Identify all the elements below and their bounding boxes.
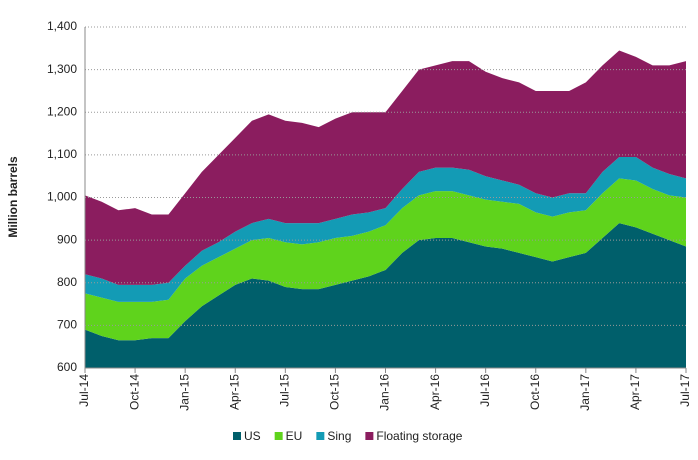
legend-label: Floating storage xyxy=(376,429,462,443)
y-tick-label: 600 xyxy=(57,360,77,374)
x-tick-label: Jul-15 xyxy=(278,374,292,407)
x-tick-label: Jan-17 xyxy=(578,374,592,411)
y-tick-label: 1,200 xyxy=(47,104,77,118)
x-tick-label: Apr-17 xyxy=(628,374,642,410)
y-tick-label: 800 xyxy=(57,275,77,289)
x-tick-label: Jan-15 xyxy=(177,374,191,411)
x-tick-label: Jul-14 xyxy=(77,374,91,407)
legend-label: Sing xyxy=(327,429,351,443)
legend-marker xyxy=(274,432,283,440)
legend-marker xyxy=(365,432,374,440)
legend-marker xyxy=(233,432,241,440)
area xyxy=(85,50,686,285)
x-tick-label: Oct-14 xyxy=(127,374,141,410)
x-tick-label: Apr-15 xyxy=(227,374,241,410)
area xyxy=(85,178,686,341)
y-tick-label: 1,000 xyxy=(47,190,77,204)
legend-label: US xyxy=(244,429,261,443)
y-axis-title: Million barrels xyxy=(6,156,20,238)
y-tick-label: 1,300 xyxy=(47,62,77,76)
y-tick-label: 1,400 xyxy=(47,19,77,33)
y-tick-label: 1,100 xyxy=(47,147,77,161)
legend-marker xyxy=(316,432,325,440)
y-tick-label: 700 xyxy=(57,318,77,332)
legend-label: EU xyxy=(286,429,303,443)
x-tick-label: Jul-17 xyxy=(678,374,692,407)
y-tick-label: 900 xyxy=(57,232,77,246)
x-tick-label: Oct-16 xyxy=(528,374,542,410)
x-tick-label: Jul-16 xyxy=(478,374,492,407)
x-tick-label: Apr-16 xyxy=(428,374,442,410)
x-tick-label: Oct-15 xyxy=(328,374,342,410)
x-tick-label: Jan-16 xyxy=(378,374,392,411)
area xyxy=(85,223,686,368)
